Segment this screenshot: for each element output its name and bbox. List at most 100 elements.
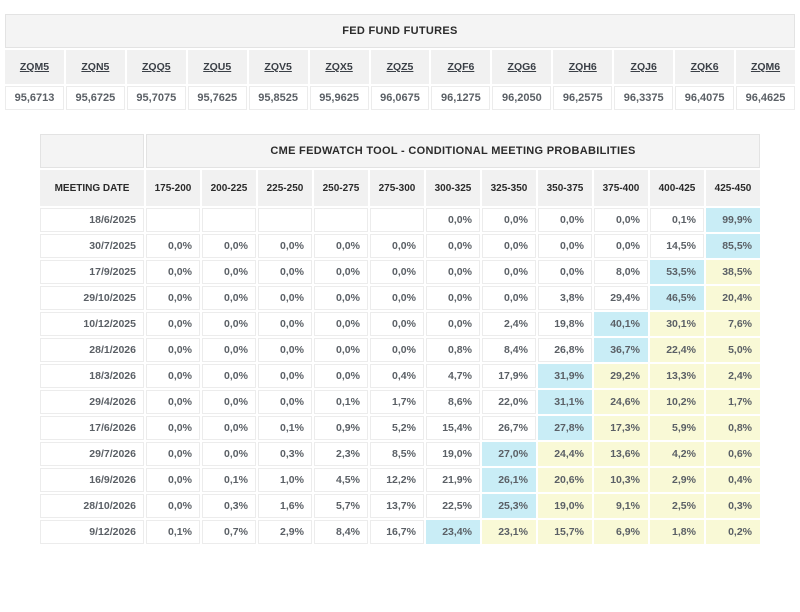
futures-ticker-link[interactable]: ZQG6 [507, 61, 537, 73]
meeting-row: 18/6/2025 0,0% 0,0% 0,0% 0,0% 0,1% 99,9% [39, 208, 760, 232]
probability-cell: 5,2% [369, 416, 424, 440]
probability-cell: 0,0% [145, 364, 200, 388]
futures-ticker-link[interactable]: ZQH6 [568, 61, 597, 73]
probability-cell: 26,1% [481, 468, 536, 492]
futures-price-cell: 96,4625 [736, 86, 795, 110]
futures-ticker-link[interactable]: ZQX5 [325, 61, 353, 73]
probability-cell: 0,0% [145, 338, 200, 362]
probability-cell: 0,6% [705, 442, 760, 466]
probability-cell: 0,0% [145, 312, 200, 336]
futures-ticker-link[interactable]: ZQZ5 [386, 61, 414, 73]
futures-price-cell: 95,9625 [309, 86, 369, 110]
futures-ticker-link[interactable]: ZQM5 [19, 61, 50, 73]
probability-cell: 0,0% [257, 364, 312, 388]
meeting-row: 28/10/2026 0,0% 0,3% 1,6% 5,7% 13,7% 22,5% 25,3… [39, 494, 760, 518]
probability-cell [145, 208, 200, 232]
fedwatch-table: CME FEDWATCH TOOL - CONDITIONAL MEETING … [38, 132, 762, 546]
futures-ticker-link[interactable]: ZQF6 [447, 61, 475, 73]
futures-table-title: FED FUND FUTURES [5, 14, 795, 48]
probability-cell: 26,8% [537, 338, 592, 362]
meeting-row: 28/1/2026 0,0% 0,0% 0,0% 0,0% 0,0% 0,8% 8,4% 26,… [39, 338, 760, 362]
meeting-row: 17/9/2025 0,0% 0,0% 0,0% 0,0% 0,0% 0,0% 0,0% 0,0… [39, 260, 760, 284]
probability-cell: 0,0% [201, 390, 256, 414]
meeting-date-cell: 29/4/2026 [39, 390, 144, 414]
probability-cell: 5,0% [705, 338, 760, 362]
probability-cell: 1,7% [369, 390, 424, 414]
probability-cell: 1,0% [257, 468, 312, 492]
meeting-date-cell: 18/3/2026 [39, 364, 144, 388]
futures-price-cell: 95,7625 [187, 86, 247, 110]
futures-ticker-link[interactable]: ZQJ6 [630, 61, 657, 73]
futures-ticker-link[interactable]: ZQN5 [81, 61, 110, 73]
probability-cell: 0,0% [257, 338, 312, 362]
probability-cell: 29,2% [593, 364, 648, 388]
futures-ticker-header: ZQK6 [675, 50, 735, 84]
probability-cell: 0,0% [145, 234, 200, 258]
futures-price-cell: 96,1275 [431, 86, 491, 110]
probability-cell: 14,5% [649, 234, 704, 258]
probability-cell: 15,4% [425, 416, 480, 440]
probability-cell: 0,0% [145, 286, 200, 310]
probability-cell: 0,8% [705, 416, 760, 440]
rate-range-header: 200-225 [201, 170, 256, 206]
rate-range-header: 350-375 [537, 170, 592, 206]
futures-ticker-header: ZQM5 [5, 50, 64, 84]
meeting-date-cell: 29/10/2025 [39, 286, 144, 310]
rate-range-header: 250-275 [313, 170, 368, 206]
probability-cell: 0,0% [313, 364, 368, 388]
probability-cell: 5,9% [649, 416, 704, 440]
fedwatch-table-title: CME FEDWATCH TOOL - CONDITIONAL MEETING … [145, 134, 760, 168]
probability-cell: 0,9% [313, 416, 368, 440]
probability-cell: 0,0% [369, 286, 424, 310]
rate-range-header: 375-400 [593, 170, 648, 206]
rate-range-header: 325-350 [481, 170, 536, 206]
futures-price-cell: 96,3375 [614, 86, 674, 110]
fedwatch-body: 18/6/2025 0,0% 0,0% 0,0% 0,0% 0,1% 99,9% 30/7/2… [39, 208, 760, 544]
probability-cell: 0,0% [145, 494, 200, 518]
probability-cell: 0,0% [313, 338, 368, 362]
futures-ticker-link[interactable]: ZQU5 [203, 61, 232, 73]
fed-fund-futures-table: FED FUND FUTURES ZQM5 ZQN5 ZQQ5 ZQU5 ZQV5 ZQX… [3, 12, 797, 112]
probability-cell [313, 208, 368, 232]
probability-cell: 0,0% [313, 286, 368, 310]
meeting-date-cell: 17/6/2026 [39, 416, 144, 440]
probability-cell: 99,9% [705, 208, 760, 232]
probability-cell: 24,6% [593, 390, 648, 414]
probability-cell: 19,0% [425, 442, 480, 466]
meeting-row: 29/10/2025 0,0% 0,0% 0,0% 0,0% 0,0% 0,0% 0,0% 3,… [39, 286, 760, 310]
futures-price-cell: 96,0675 [370, 86, 430, 110]
futures-ticker-header: ZQH6 [553, 50, 613, 84]
probability-cell: 0,0% [425, 286, 480, 310]
probability-cell: 0,0% [369, 260, 424, 284]
probability-cell: 26,7% [481, 416, 536, 440]
probability-cell: 22,5% [425, 494, 480, 518]
probability-cell: 0,0% [145, 442, 200, 466]
futures-ticker-link[interactable]: ZQQ5 [142, 61, 171, 73]
probability-cell: 0,0% [313, 260, 368, 284]
probability-cell: 23,1% [481, 520, 536, 544]
probability-cell: 4,7% [425, 364, 480, 388]
meeting-date-cell: 9/12/2026 [39, 520, 144, 544]
probability-cell: 16,7% [369, 520, 424, 544]
probability-cell: 0,0% [201, 260, 256, 284]
meeting-date-cell: 30/7/2025 [39, 234, 144, 258]
futures-ticker-link[interactable]: ZQK6 [690, 61, 719, 73]
probability-cell: 19,0% [537, 494, 592, 518]
probability-cell: 25,3% [481, 494, 536, 518]
futures-ticker-link[interactable]: ZQV5 [264, 61, 292, 73]
page: FED FUND FUTURES ZQM5 ZQN5 ZQQ5 ZQU5 ZQV5 ZQX… [3, 12, 797, 546]
probability-cell: 0,0% [425, 208, 480, 232]
fedwatch-header-row: MEETING DATE 175-200 200-225 225-250 250-27… [39, 170, 760, 206]
probability-cell: 8,4% [481, 338, 536, 362]
futures-price-cell: 96,2050 [492, 86, 552, 110]
futures-ticker-header: ZQJ6 [614, 50, 674, 84]
meeting-row: 30/7/2025 0,0% 0,0% 0,0% 0,0% 0,0% 0,0% 0,0% 0,0… [39, 234, 760, 258]
meeting-date-cell: 18/6/2025 [39, 208, 144, 232]
probability-cell: 0,0% [201, 364, 256, 388]
probability-cell: 10,2% [649, 390, 704, 414]
probability-cell: 0,0% [425, 312, 480, 336]
probability-cell: 0,0% [201, 286, 256, 310]
futures-ticker-link[interactable]: ZQM6 [750, 61, 781, 73]
probability-cell: 20,6% [537, 468, 592, 492]
meeting-date-cell: 10/12/2025 [39, 312, 144, 336]
